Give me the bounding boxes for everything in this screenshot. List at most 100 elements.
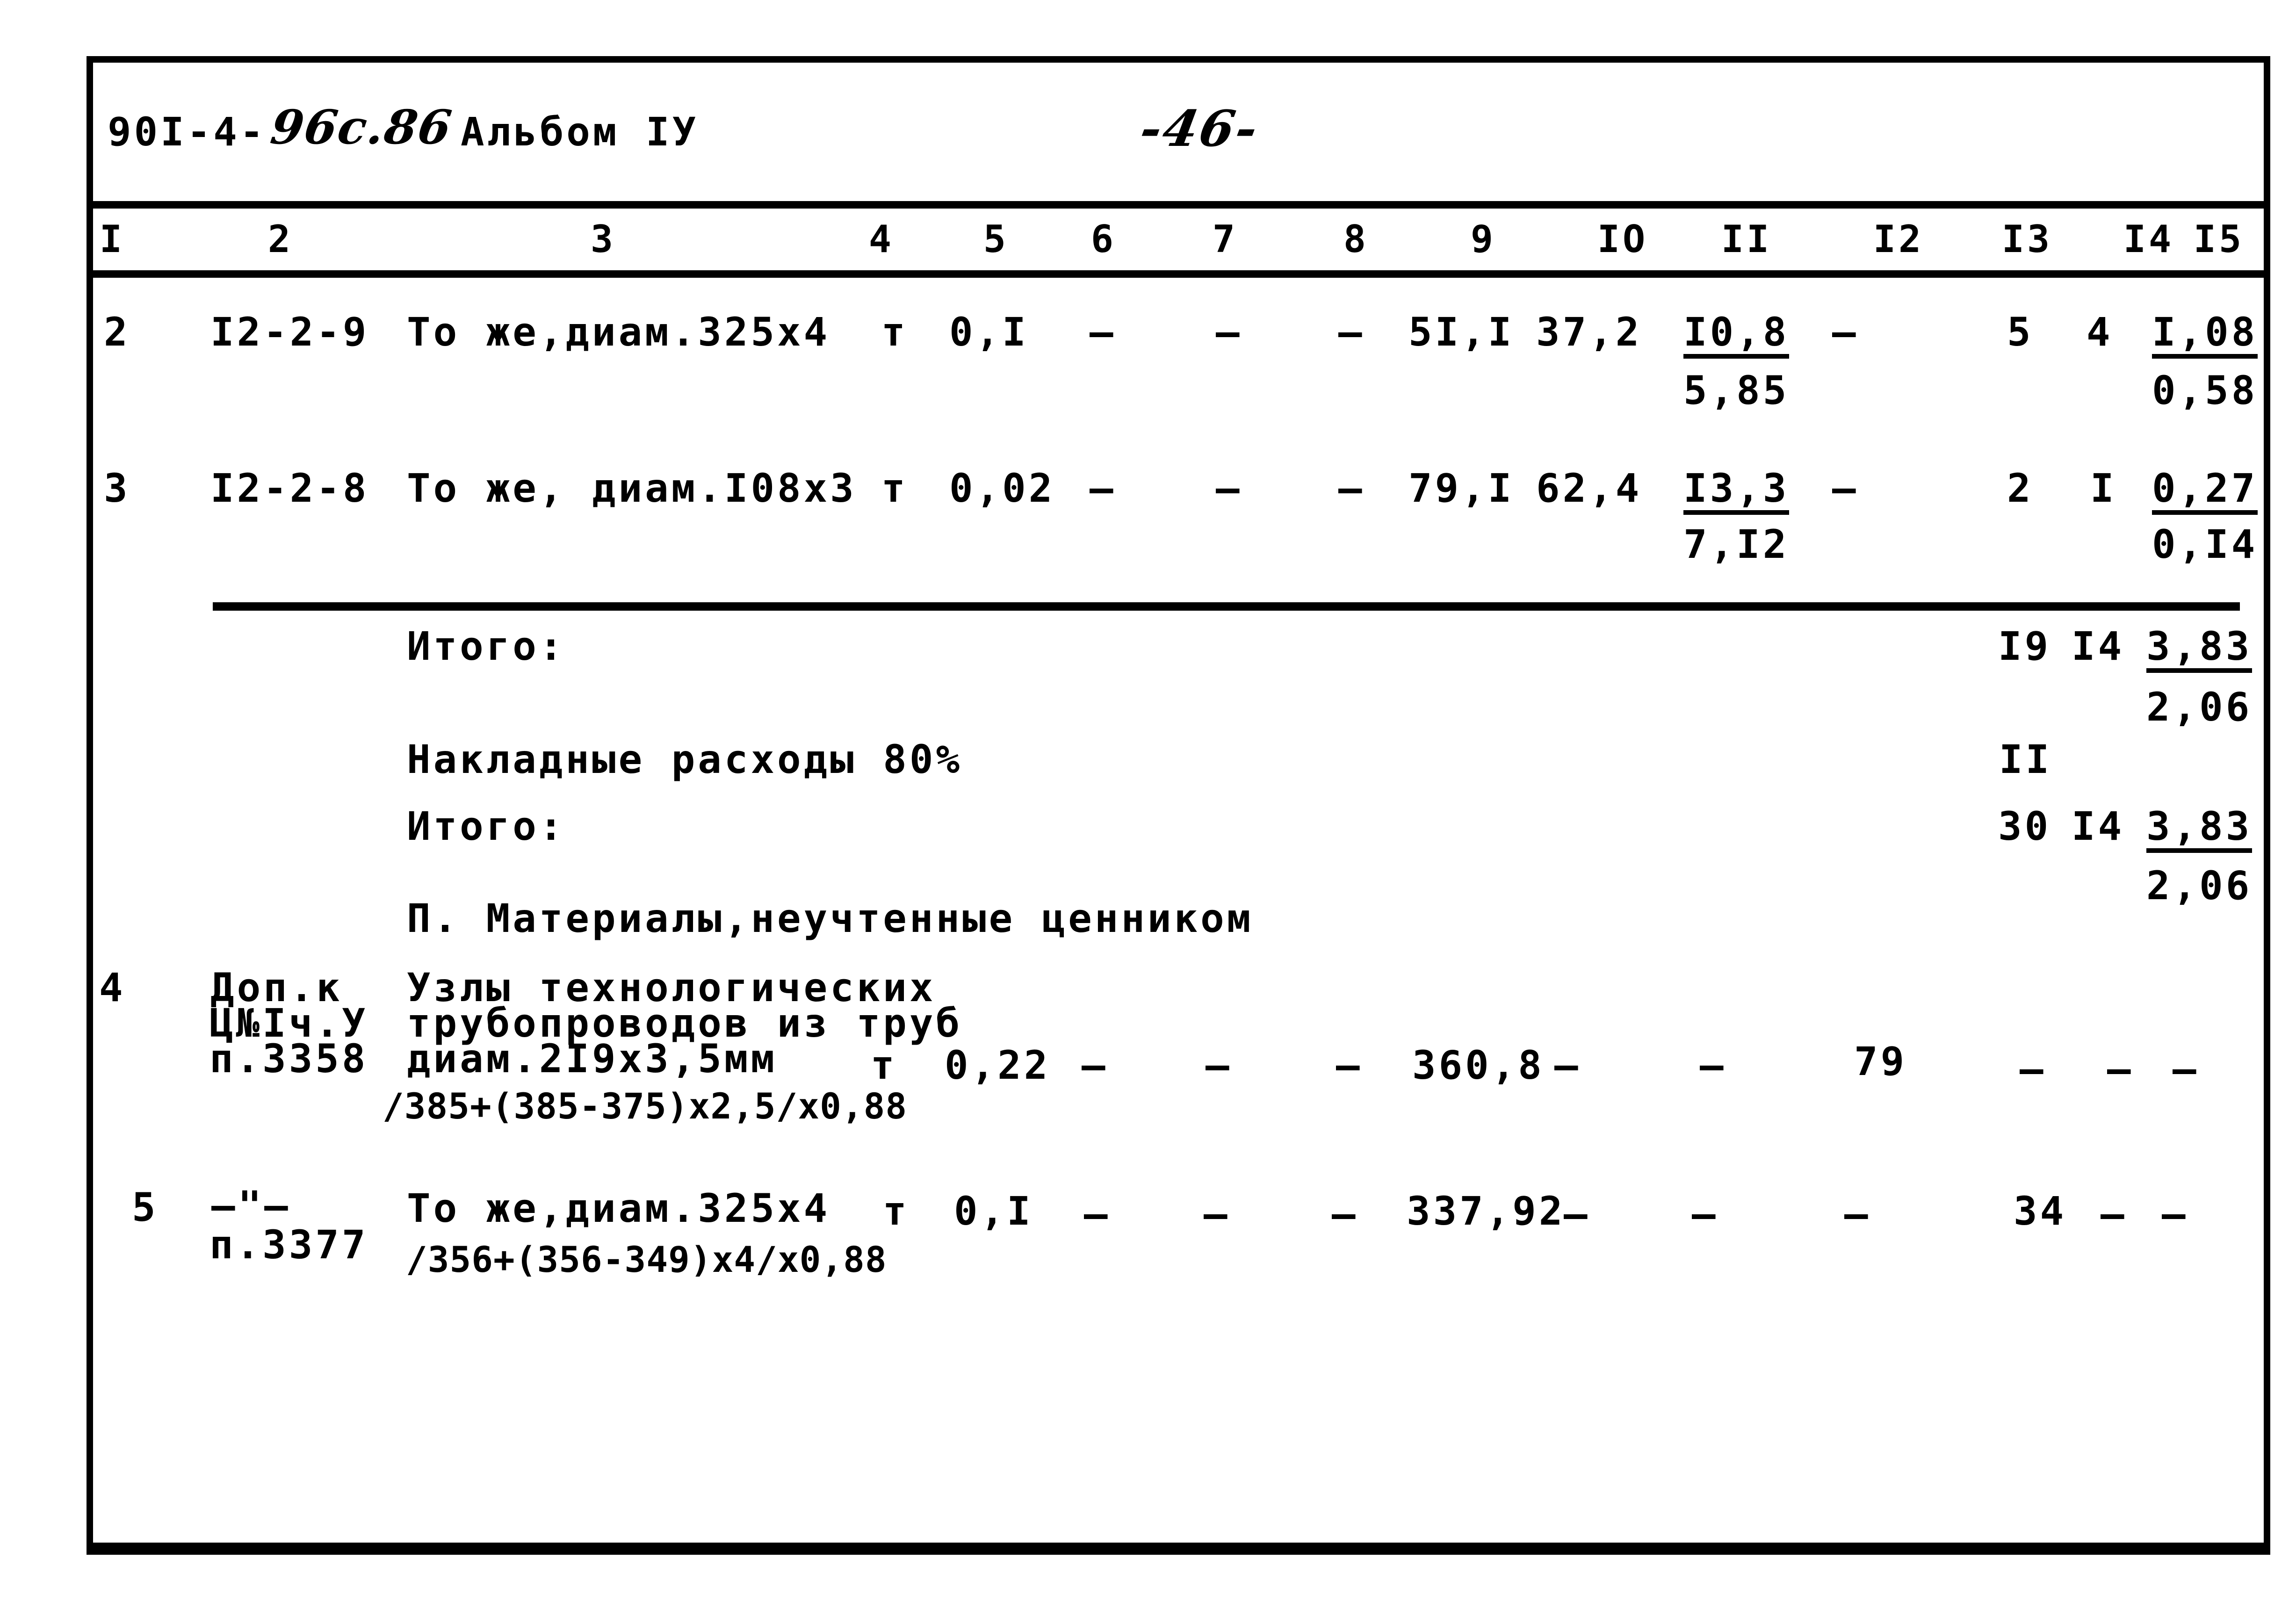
row4-number: 4 [99,965,126,1010]
row5-col14-dash: – [2101,1191,2127,1237]
row5-col15-dash: – [2162,1191,2188,1237]
row5-col11-dash: – [1692,1191,1718,1237]
row5-qty: 0,I [954,1188,1033,1234]
col-header-9: 9 [1470,217,1496,261]
row3-col11-denominator: 7,I2 [1683,521,1790,567]
album-label: Альбом IУ [461,109,699,155]
row2-number: 2 [104,309,130,355]
col-header-4: 4 [868,217,895,261]
overhead-col13: II [1999,736,2052,782]
row4-col14-dash: – [2107,1046,2134,1092]
row3-col15-denominator: 0,I4 [2152,521,2258,567]
col-header-8: 8 [1343,217,1369,261]
row4-col13-dash: – [2020,1046,2046,1092]
totals-rule [213,602,2240,611]
col-header-10: IO [1597,217,1648,261]
total-col13: 30 [1998,803,2051,849]
col-header-13: I3 [2001,217,2053,261]
subtotal-label: Итого: [407,623,566,669]
overhead-label: Накладные расходы 80% [407,736,963,782]
row3-col6-dash: – [1090,465,1116,511]
row3-qty: 0,02 [949,465,1055,511]
row5-col6-dash: – [1084,1191,1111,1237]
row3-number: 3 [104,465,130,511]
row5-number: 5 [132,1184,159,1230]
row2-unit: т [881,309,908,355]
row2-col15-denominator: 0,58 [2152,368,2258,413]
col-header-6: 6 [1090,217,1117,261]
row3-name: То же, диам.I08х3 [407,465,857,511]
row2-col11-numerator: I0,8 [1683,312,1790,359]
row4-col10-dash: – [1554,1042,1581,1088]
page-number: -46- [1136,99,1264,158]
row3-col9: 79,I [1408,465,1515,511]
subtotal-col15-numerator: 3,83 [2146,627,2253,673]
col-header-14: I4 [2123,217,2174,261]
row5-code-ditto: –"– [211,1183,291,1228]
row5-col7-dash: – [1204,1191,1230,1237]
row2-col8-dash: – [1338,309,1365,355]
row3-col12-dash: – [1832,465,1859,511]
row3-col7-dash: – [1216,465,1242,511]
row4-code-line3: п.3358 [209,1036,368,1082]
row3-unit: т [881,465,908,511]
row4-col6-dash: – [1082,1042,1108,1088]
row2-col10: 37,2 [1536,309,1642,355]
row2-qty: 0,I [949,309,1029,355]
row5-col8-dash: – [1332,1191,1358,1237]
row4-name-line2: трубопроводов из труб [407,1000,963,1046]
col-header-2: 2 [267,217,294,261]
col-header-5: 5 [983,217,1009,261]
row5-formula: /356+(356-349)х4/х0,88 [406,1239,887,1280]
row4-name-line1: Узлы технологических [407,965,936,1010]
row3-col8-dash: – [1338,465,1365,511]
page-border [87,56,2270,1555]
header-bottom-rule [87,270,2270,278]
row4-qty: 0,22 [945,1042,1051,1088]
row5-col13: 34 [2014,1188,2067,1234]
row5-name-line1: То же,диам.325х4 [407,1185,830,1231]
row5-col10-dash: – [1564,1191,1590,1237]
row5-unit: т [883,1188,910,1234]
row4-code-line1: Доп.к [210,965,343,1010]
col-header-3: 3 [590,217,616,261]
row3-code: I2-2-8 [210,465,369,511]
row5-col12-dash: – [1844,1191,1871,1237]
row2-code: I2-2-9 [210,309,369,355]
row4-unit: т [871,1042,897,1088]
row3-col11-numerator: I3,3 [1683,469,1790,515]
col-header-12: I2 [1873,217,1924,261]
col-header-15: I5 [2193,217,2245,261]
row2-col7-dash: – [1216,309,1242,355]
table-top-rule [87,201,2270,209]
row4-col8-dash: – [1336,1042,1363,1088]
doc-code-typed: 90I-4- [108,109,267,155]
row4-name-line3: диам.2I9х3,5мм [407,1036,778,1082]
col-header-7: 7 [1212,217,1238,261]
row2-col6-dash: – [1090,309,1116,355]
row2-name: То же,диам.325х4 [407,309,830,355]
row4-col11-dash: – [1700,1042,1726,1088]
row4-col12: 79 [1854,1039,1907,1084]
row4-col9: 360,8 [1412,1042,1545,1088]
total-label: Итого: [407,803,566,849]
row3-col10: 62,4 [1536,465,1642,511]
row5-code-line2: п.3377 [209,1222,368,1268]
row2-col14: 4 [2087,309,2113,355]
section2-title: П. Материалы,неучтенные ценником [407,895,1254,941]
row4-code-line2: Ц№Iч.У [209,1000,368,1046]
total-col14: I4 [2072,803,2125,849]
row4-col15-dash: – [2173,1046,2199,1092]
row4-formula: /385+(385-375)х2,5/х0,88 [383,1085,908,1127]
col-header-1: I [99,217,125,261]
row3-col14: I [2090,465,2117,511]
subtotal-col14: I4 [2072,623,2125,669]
subtotal-col15-denominator: 2,06 [2146,684,2253,730]
subtotal-col13: I9 [1998,623,2051,669]
row2-col11-denominator: 5,85 [1683,368,1790,413]
col-header-11: II [1721,217,1772,261]
row2-col13: 5 [2007,309,2034,355]
row2-col12-dash: – [1832,309,1859,355]
row2-col9: 5I,I [1408,309,1515,355]
doc-code-handwritten: 96с.86 [267,100,456,155]
